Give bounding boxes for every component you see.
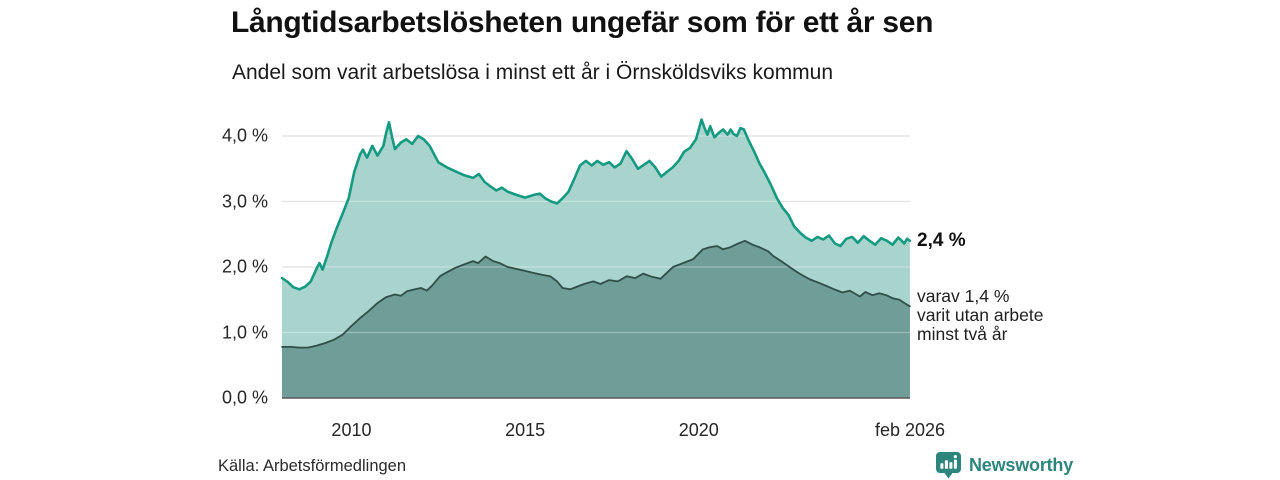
x-tick-2015: 2015 <box>505 420 546 440</box>
gridlines-overlay <box>282 135 910 334</box>
y-tick-4,0%: 4,0 % <box>221 125 268 146</box>
brand-name: Newsworthy <box>969 454 1074 475</box>
x-tick-2020: 2020 <box>678 420 719 440</box>
chart-subtitle: Andel som varit arbetslösa i minst ett å… <box>232 61 834 84</box>
annotation-line-3: minst två år <box>917 324 1008 345</box>
source-text: Källa: Arbetsförmedlingen <box>218 457 407 475</box>
annotation-line-1: varav 1,4 % <box>917 286 1010 307</box>
y-tick-3,0%: 3,0 % <box>221 191 268 211</box>
end-value-label-two-year: varav 1,4 % varit utan arbete minst två … <box>917 287 1043 344</box>
newsworthy-logo[interactable]: Newsworthy <box>935 451 1073 479</box>
chart-title: Långtidsarbetslösheten ungefär som för e… <box>231 6 934 39</box>
line-total-unemployed <box>280 118 912 291</box>
bar-chart-bubble-icon <box>936 452 961 479</box>
y-tick-2,0%: 2,0 % <box>221 256 268 277</box>
y-tick-1,0%: 1,0 % <box>221 322 268 342</box>
end-value-label-total: 2,4 % <box>917 229 966 251</box>
x-tick-2010: 2010 <box>331 420 372 440</box>
x-tick-feb-2026: feb 2026 <box>874 420 946 440</box>
area-two-year-unemployed <box>282 240 910 398</box>
line-two-year-unemployed <box>281 239 911 349</box>
y-tick-0,0%: 0,0 % <box>221 387 268 408</box>
annotation-line-2: varit utan arbete <box>917 305 1044 326</box>
